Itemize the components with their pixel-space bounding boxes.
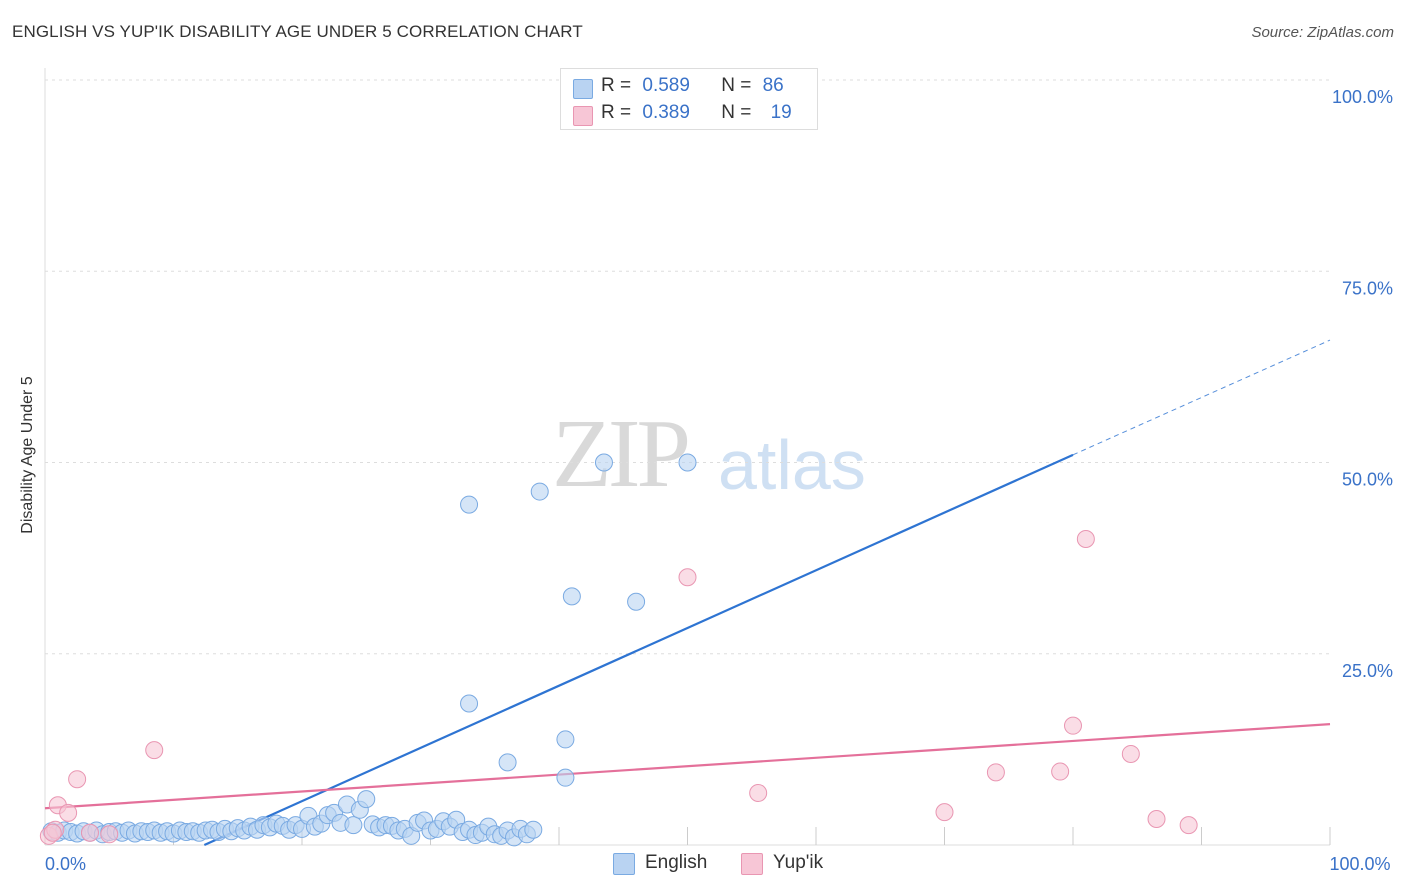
yupik-point	[1064, 716, 1082, 735]
english-point	[460, 694, 479, 713]
english-swatch	[573, 79, 593, 99]
yupik-point	[1051, 762, 1070, 781]
y-tick-label: 75.0%	[1342, 278, 1393, 298]
english-point	[524, 820, 543, 839]
english-point	[530, 482, 549, 501]
stats-legend-row-english: R = 0.589 N = 86	[573, 75, 784, 99]
r-value: 0.589	[642, 75, 690, 96]
english-legend-label: English	[645, 852, 708, 873]
data-points	[39, 453, 1198, 847]
yupik-point	[1179, 816, 1198, 835]
yupik-legend-swatch	[741, 853, 763, 875]
english-point	[498, 753, 517, 772]
english-point	[556, 768, 575, 787]
english-point	[556, 730, 575, 749]
tick-labels: 25.0% 50.0% 75.0% 100.0% 0.0% 100.0%	[45, 87, 1393, 874]
watermark-zip: ZIP	[552, 400, 691, 508]
english-point	[678, 453, 697, 472]
english-point	[357, 790, 376, 809]
english-legend-swatch	[613, 853, 635, 875]
yupik-point	[678, 568, 697, 587]
yupik-point	[59, 803, 78, 822]
english-point	[594, 453, 613, 472]
chart-title: ENGLISH VS YUP'IK DISABILITY AGE UNDER 5…	[12, 22, 583, 41]
yupik-swatch	[573, 106, 593, 126]
n-value: 19	[770, 102, 792, 123]
yupik-legend-label: Yup'ik	[773, 852, 824, 873]
x-tick-label: 100.0%	[1329, 854, 1390, 874]
english-point	[562, 587, 581, 606]
yupik-point	[1147, 809, 1166, 828]
english-trend-line	[203, 453, 1074, 847]
n-label: N =	[721, 75, 752, 96]
r-label: R =	[601, 75, 632, 96]
yupik-point	[100, 825, 119, 844]
english-point	[344, 816, 363, 835]
r-label: R =	[601, 102, 632, 123]
english-trend-extension	[1072, 339, 1331, 456]
series-legend: English Yup'ik	[0, 850, 1406, 880]
yupik-point	[68, 770, 87, 789]
english-point	[627, 592, 646, 611]
yupik-point	[986, 763, 1005, 782]
yupik-point	[1121, 744, 1140, 763]
yupik-point	[935, 803, 954, 822]
y-axis-label: Disability Age Under 5	[19, 376, 36, 534]
trend-lines	[44, 339, 1331, 847]
stats-legend-row-yupik: R = 0.389 N = 19	[573, 102, 792, 126]
n-label: N =	[721, 102, 752, 123]
n-value: 86	[762, 75, 784, 96]
yupik-point	[1076, 530, 1095, 548]
stats-legend: R = 0.589 N = 86 R = 0.389 N = 19	[560, 68, 818, 130]
x-tick-label: 0.0%	[45, 854, 86, 874]
watermark-atlas: atlas	[718, 426, 866, 504]
yupik-point	[80, 823, 99, 842]
y-tick-label: 100.0%	[1332, 87, 1393, 107]
source-credit: Source: ZipAtlas.com	[1251, 24, 1394, 41]
yupik-point	[43, 823, 62, 842]
y-tick-label: 25.0%	[1342, 661, 1393, 681]
yupik-trend-line	[44, 723, 1331, 810]
y-tick-label: 50.0%	[1342, 470, 1393, 490]
yupik-point	[145, 741, 164, 760]
grid-lines	[45, 79, 1330, 655]
r-value: 0.389	[642, 102, 690, 123]
yupik-point	[749, 783, 768, 802]
english-point	[460, 495, 479, 514]
